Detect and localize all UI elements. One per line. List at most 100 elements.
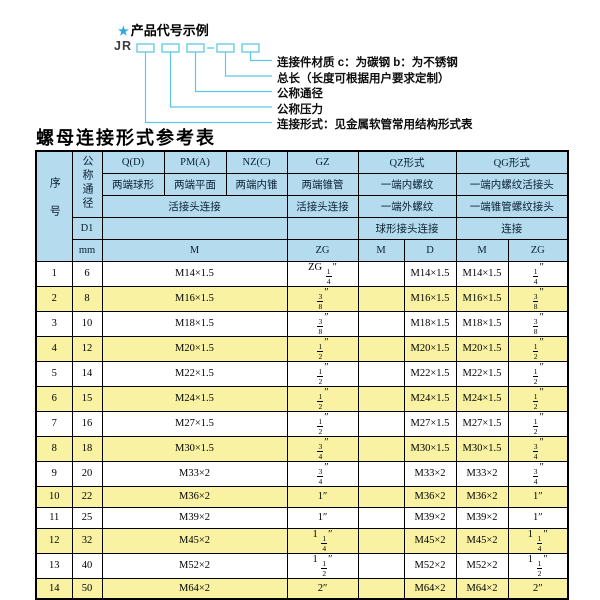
cell-qg-zg: 3 8 ″ [507, 285, 569, 312]
cell-serial-no: 8 [35, 435, 73, 462]
cell-qg-zg: 1″ [507, 485, 569, 508]
table-row: 5 14 M22×1.5 1 2 ″ M22×1.5 M22×1.5 1 2 ″ [35, 360, 569, 387]
code-box [216, 43, 235, 53]
cell-qz-d: M27×1.5 [403, 410, 457, 437]
cell-qg-m: M52×2 [455, 552, 509, 579]
cell-m-thread: M18×1.5 [101, 310, 288, 337]
cell-mm: 40 [71, 552, 103, 579]
header-pm-desc: 两端平面 [163, 172, 227, 196]
cell-m-thread: M14×1.5 [101, 260, 288, 287]
cell-qz-m [357, 385, 405, 412]
cell-qg-zg: 3 4 ″ [507, 435, 569, 462]
cell-qz-m [357, 260, 405, 287]
cell-qz-d: M22×1.5 [403, 360, 457, 387]
table-body: 1 6 M14×1.5 ZG 1 4 ″ M14×1.5 M14×1.5 1 4 ″ 2 8 M16×1.… [35, 260, 569, 600]
cell-serial-no: 1 [35, 260, 73, 287]
diagram-label-nominal-diameter: 公称通径 [277, 88, 323, 100]
star-icon: ★ [118, 24, 129, 38]
cell-zg: 1 1 4 ″ [286, 527, 359, 554]
table-title: 螺母连接形式参考表 [36, 128, 216, 149]
cell-qz-m [357, 285, 405, 312]
cell-qg-m: M45×2 [455, 527, 509, 554]
header-qz-d: D [403, 238, 457, 262]
cell-mm: 25 [71, 506, 103, 529]
cell-serial-no: 6 [35, 385, 73, 412]
nut-connection-reference-table: 序号 公称通径 Q(D) PM(A) NZ(C) GZ QZ形式 QG形式 两端… [35, 150, 570, 600]
cell-m-thread: M22×1.5 [101, 360, 288, 387]
cell-qg-zg: 1 4 ″ [507, 260, 569, 287]
cell-qg-m: M39×2 [455, 506, 509, 529]
cell-mm: 15 [71, 385, 103, 412]
header-col-pm: PM(A) [163, 150, 227, 174]
cell-zg: 1 1 2 ″ [286, 552, 359, 579]
header-qz-connection: 球形接头连接 [357, 216, 457, 240]
table-row: 2 8 M16×1.5 3 8 ″ M16×1.5 M16×1.5 3 8 ″ [35, 285, 569, 312]
cell-mm: 50 [71, 577, 103, 600]
cell-qg-m: M24×1.5 [455, 385, 509, 412]
cell-serial-no: 4 [35, 335, 73, 362]
cell-zg: 1″ [286, 485, 359, 508]
cell-qg-m: M16×1.5 [455, 285, 509, 312]
cell-m-thread: M52×2 [101, 552, 288, 579]
header-zg: ZG [286, 238, 359, 262]
cell-mm: 14 [71, 360, 103, 387]
cell-zg: 3 8 ″ [286, 310, 359, 337]
header-qz-m: M [357, 238, 405, 262]
header-qz-desc2: 一端外螺纹 [357, 194, 457, 218]
cell-serial-no: 5 [35, 360, 73, 387]
product-code-diagram: ★ 产品代号示例 JR 连接件材质 c：为碳钢 b：为不锈钢 总长（长度可根据用户… [0, 0, 600, 132]
cell-qz-m [357, 335, 405, 362]
leader-line [249, 52, 272, 62]
table-row: 14 50 M64×2 2″ M64×2 M64×2 2″ [35, 577, 569, 600]
table-row: 7 16 M27×1.5 1 2 ″ M27×1.5 M27×1.5 1 2 ″ [35, 410, 569, 437]
cell-zg: 3 4 ″ [286, 460, 359, 487]
header-gz-connection: 活接头连接 [286, 194, 359, 218]
diagram-title-text: 产品代号示例 [130, 23, 209, 38]
header-qg-connection: 连接 [455, 216, 569, 240]
cell-mm: 22 [71, 485, 103, 508]
cell-zg: 1 2 ″ [286, 360, 359, 387]
code-box [241, 43, 260, 53]
cell-qz-m [357, 577, 405, 600]
header-nz-desc: 两端内锥 [225, 172, 288, 196]
cell-serial-no: 13 [35, 552, 73, 579]
header-q-desc: 两端球形 [101, 172, 165, 196]
leader-line [144, 52, 272, 124]
cell-qg-zg: 1 2 ″ [507, 360, 569, 387]
cell-serial-no: 12 [35, 527, 73, 554]
table-row: 9 20 M33×2 3 4 ″ M33×2 M33×2 3 4 ″ [35, 460, 569, 487]
cell-qg-m: M14×1.5 [455, 260, 509, 287]
cell-qz-m [357, 506, 405, 529]
header-col-qz: QZ形式 [357, 150, 457, 174]
cell-qg-m: M22×1.5 [455, 360, 509, 387]
header-qg-m: M [455, 238, 509, 262]
cell-qz-d: M14×1.5 [403, 260, 457, 287]
diagram-label-nominal-pressure: 公称压力 [277, 103, 323, 116]
code-box [186, 43, 205, 53]
cell-qg-m: M30×1.5 [455, 435, 509, 462]
cell-qg-m: M64×2 [455, 577, 509, 600]
cell-qz-d: M45×2 [403, 527, 457, 554]
cell-serial-no: 3 [35, 310, 73, 337]
header-col-gz: GZ [286, 150, 359, 174]
cell-qg-zg: 2″ [507, 577, 569, 600]
header-gz-desc: 两端锥管 [286, 172, 359, 196]
cell-qg-zg: 1 2 ″ [507, 335, 569, 362]
cell-qg-zg: 1 1 2 ″ [507, 552, 569, 579]
cell-qg-zg: 3 8 ″ [507, 310, 569, 337]
table-header: 序号 公称通径 Q(D) PM(A) NZ(C) GZ QZ形式 QG形式 两端… [35, 150, 569, 262]
cell-qz-m [357, 460, 405, 487]
cell-qz-m [357, 360, 405, 387]
header-d1: D1 [71, 216, 103, 240]
cell-qg-m: M18×1.5 [455, 310, 509, 337]
header-serial-no: 序号 [35, 150, 73, 262]
cell-m-thread: M30×1.5 [101, 435, 288, 462]
cell-m-thread: M45×2 [101, 527, 288, 554]
cell-zg: 2″ [286, 577, 359, 600]
cell-qg-zg: 1 2 ″ [507, 410, 569, 437]
cell-mm: 10 [71, 310, 103, 337]
diagram-label-connection-form: 连接形式：见金属软管常用结构形式表 [277, 119, 473, 131]
cell-qz-d: M39×2 [403, 506, 457, 529]
header-empty-cell [286, 216, 359, 240]
header-qg-zg: ZG [507, 238, 569, 262]
